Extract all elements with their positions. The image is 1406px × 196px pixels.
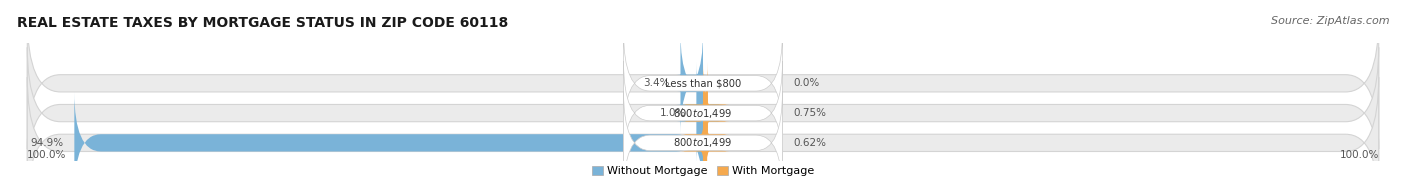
Text: $800 to $1,499: $800 to $1,499: [673, 107, 733, 120]
FancyBboxPatch shape: [623, 61, 783, 165]
FancyBboxPatch shape: [682, 62, 730, 164]
FancyBboxPatch shape: [681, 92, 730, 194]
Text: REAL ESTATE TAXES BY MORTGAGE STATUS IN ZIP CODE 60118: REAL ESTATE TAXES BY MORTGAGE STATUS IN …: [17, 16, 508, 30]
FancyBboxPatch shape: [676, 32, 707, 134]
FancyBboxPatch shape: [27, 17, 1379, 149]
FancyBboxPatch shape: [75, 92, 703, 194]
FancyBboxPatch shape: [27, 47, 1379, 179]
FancyBboxPatch shape: [623, 32, 783, 135]
Text: 0.62%: 0.62%: [793, 138, 827, 148]
Text: 3.4%: 3.4%: [644, 78, 669, 88]
Text: Source: ZipAtlas.com: Source: ZipAtlas.com: [1271, 16, 1389, 26]
Text: 0.75%: 0.75%: [793, 108, 827, 118]
FancyBboxPatch shape: [27, 77, 1379, 196]
Text: 94.9%: 94.9%: [31, 138, 63, 148]
Text: 100.0%: 100.0%: [1340, 150, 1379, 160]
Text: 1.0%: 1.0%: [659, 108, 686, 118]
Text: 0.0%: 0.0%: [793, 78, 820, 88]
FancyBboxPatch shape: [676, 62, 723, 164]
Text: $800 to $1,499: $800 to $1,499: [673, 136, 733, 149]
FancyBboxPatch shape: [623, 91, 783, 195]
Legend: Without Mortgage, With Mortgage: Without Mortgage, With Mortgage: [592, 166, 814, 176]
Text: Less than $800: Less than $800: [665, 78, 741, 88]
Text: 100.0%: 100.0%: [27, 150, 66, 160]
